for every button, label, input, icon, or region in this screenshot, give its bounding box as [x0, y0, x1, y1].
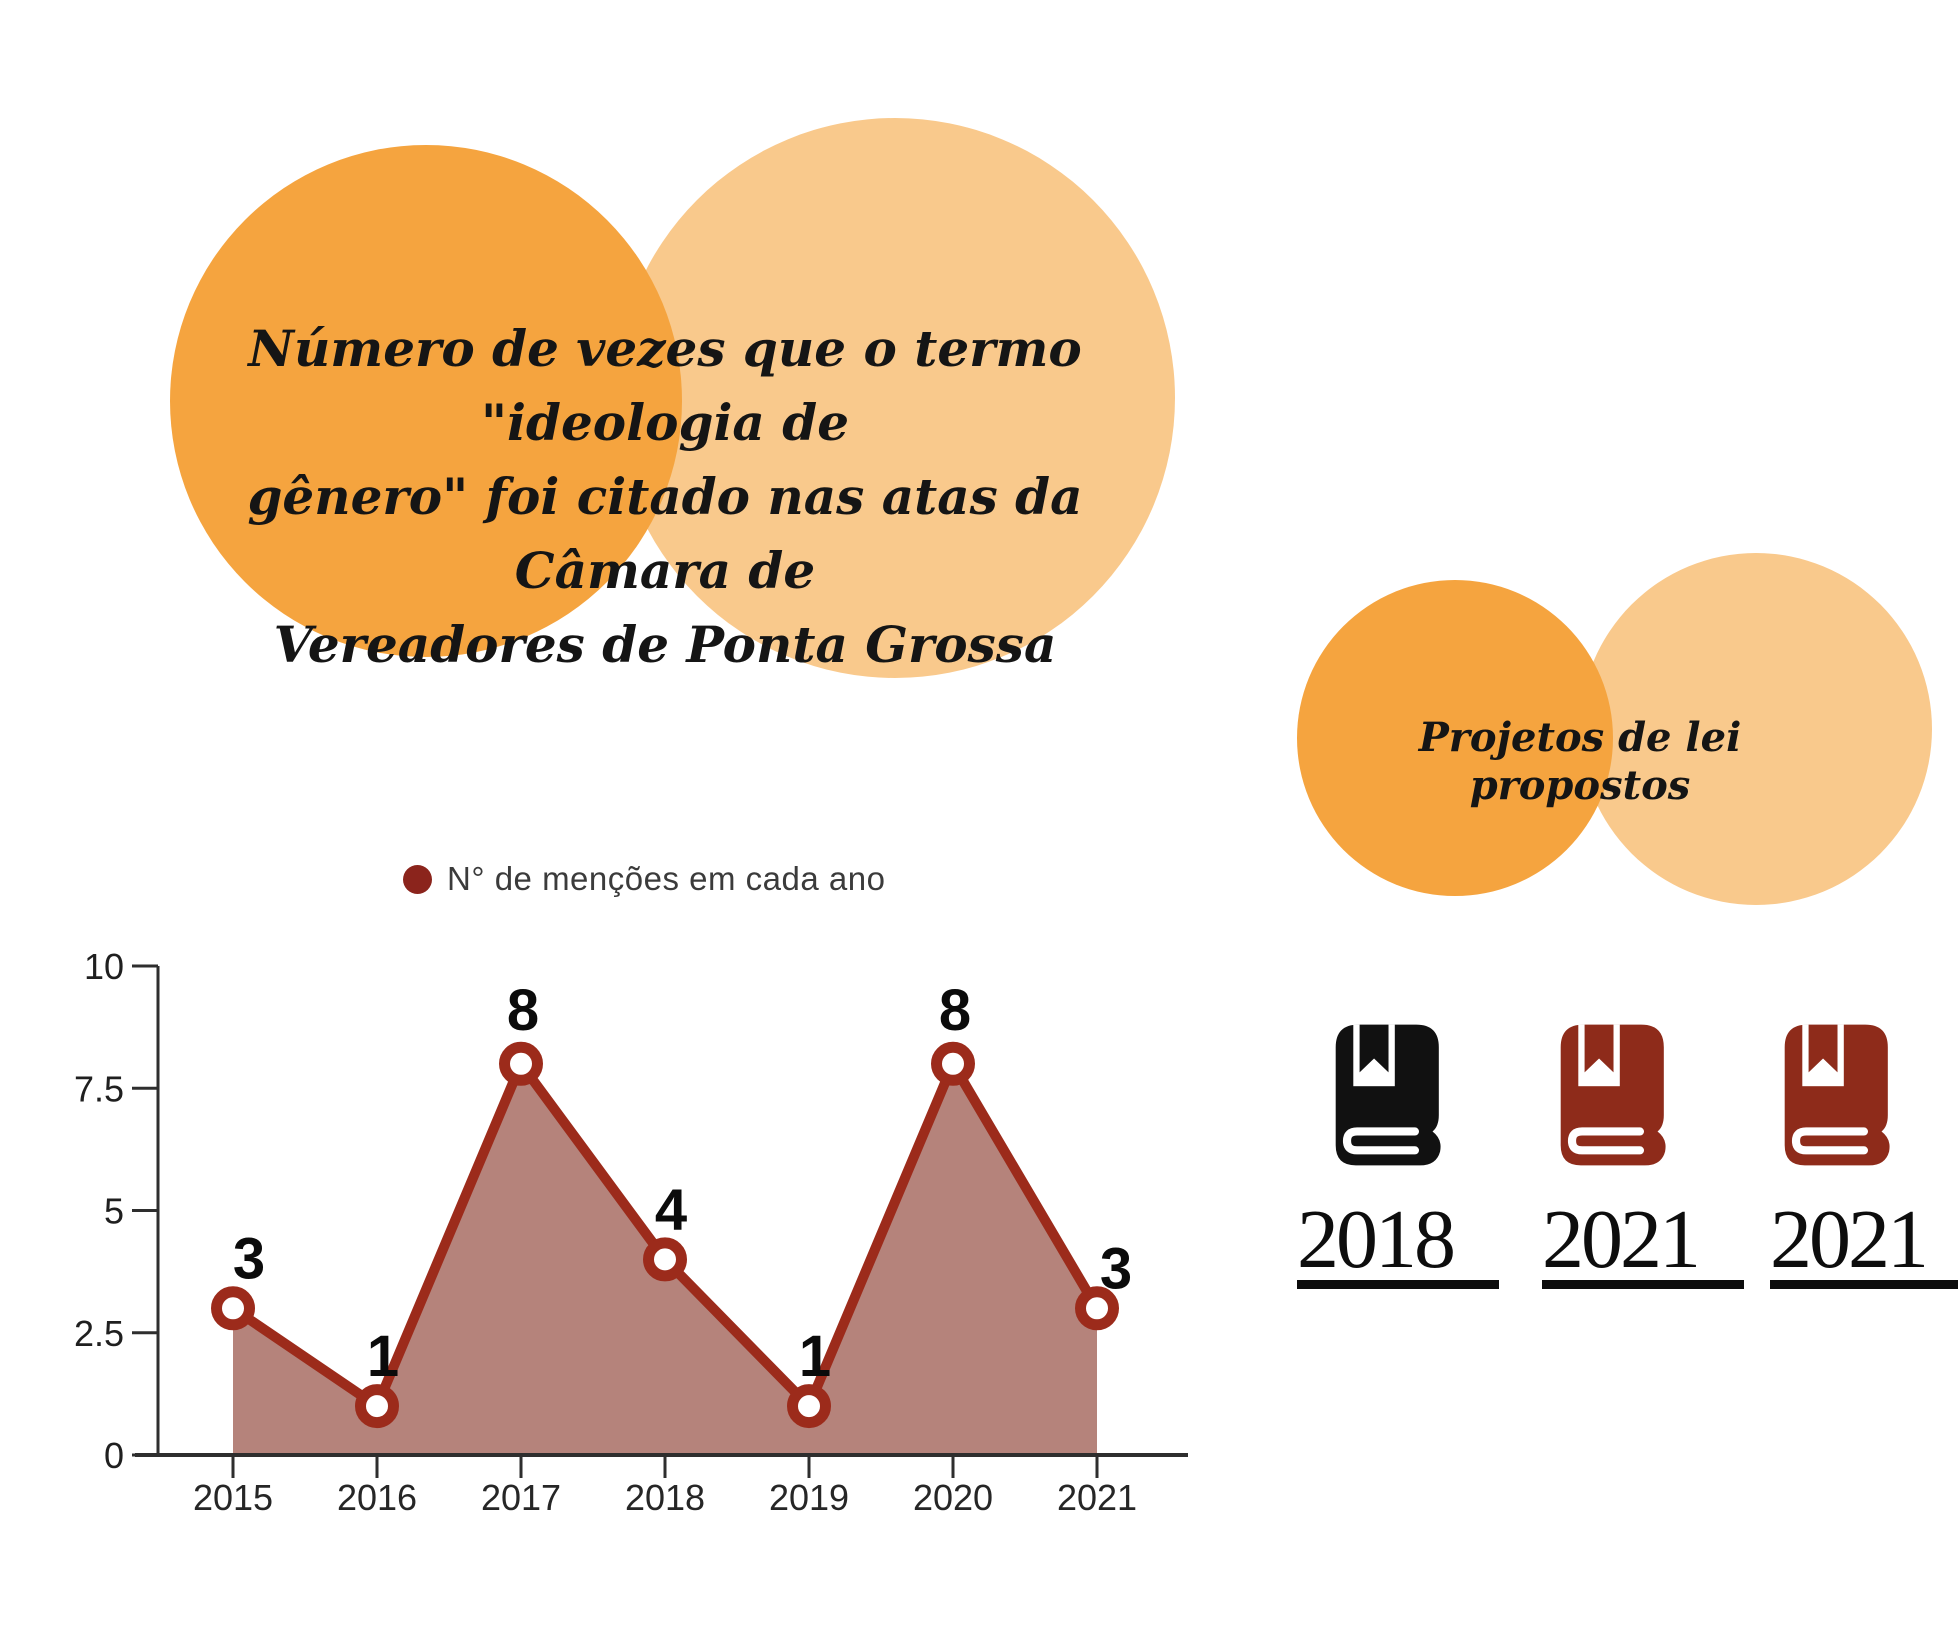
data-point [355, 1384, 399, 1429]
book-pages [1567, 1127, 1645, 1155]
data-point [931, 1041, 975, 1086]
title-circle-dark [170, 145, 682, 657]
year-underline [1542, 1280, 1744, 1289]
page-title-line-2: gênero" foi citado nas atas da Câmara de [247, 467, 1083, 600]
x-tick-label: 2018 [625, 1477, 705, 1518]
y-tick-label: 5 [104, 1191, 124, 1232]
book-pages [1342, 1127, 1420, 1155]
data-point-label: 8 [507, 978, 539, 1043]
chart-legend: N° de menções em cada ano [403, 860, 885, 898]
data-point-label: 4 [655, 1177, 687, 1242]
page-title: Número de vezes que o termo "ideologia d… [170, 312, 1160, 682]
projects-circle-light [1580, 553, 1932, 905]
book-pages [1791, 1127, 1869, 1155]
x-tick-label: 2019 [769, 1477, 849, 1518]
data-point [643, 1237, 687, 1282]
projects-title: Projetos de lei propostos [1418, 714, 1742, 809]
page-title-line-1: Número de vezes que o termo "ideologia d… [248, 319, 1082, 452]
year-underline [1297, 1280, 1499, 1289]
y-tick-label: 10 [84, 946, 124, 987]
law-project-year: 2021 [1770, 1193, 1929, 1286]
data-point [1075, 1286, 1119, 1331]
data-point [499, 1041, 543, 1086]
projects-circle-dark [1297, 580, 1613, 896]
law-project-year: 2018 [1297, 1193, 1456, 1286]
y-tick-label: 2.5 [74, 1313, 124, 1354]
data-point [787, 1384, 831, 1429]
book-icon [1560, 1024, 1666, 1166]
bookmark-ribbon [1584, 1024, 1614, 1073]
data-point [211, 1286, 255, 1331]
y-tick-label: 7.5 [74, 1068, 124, 1109]
book-icon [1784, 1024, 1890, 1166]
year-underline [1770, 1280, 1958, 1289]
bookmark-ribbon [1808, 1024, 1838, 1073]
data-point-label: 1 [799, 1324, 831, 1389]
data-point-label: 1 [367, 1324, 399, 1389]
x-tick-label: 2016 [337, 1477, 417, 1518]
book-icon [1335, 1024, 1441, 1166]
data-point-label: 8 [939, 978, 971, 1043]
data-point-label: 3 [233, 1226, 265, 1291]
y-tick-label: 0 [104, 1435, 124, 1476]
data-point-label: 3 [1100, 1236, 1132, 1301]
x-tick-label: 2017 [481, 1477, 561, 1518]
title-circle-light [615, 118, 1175, 678]
x-tick-label: 2015 [193, 1477, 273, 1518]
mentions-line-chart: 0 2.5 5 7.5 10 2015 2016 2017 2018 2019 2020 2021 3 1… [74, 946, 1188, 1518]
law-project-year: 2021 [1542, 1193, 1701, 1286]
page-title-line-3: Vereadores de Ponta Grossa [273, 615, 1057, 674]
x-tick-label: 2020 [913, 1477, 993, 1518]
bookmark-ribbon [1359, 1024, 1389, 1073]
x-tick-label: 2021 [1057, 1477, 1137, 1518]
legend-dot-icon [403, 864, 432, 894]
legend-label: N° de menções em cada ano [447, 860, 886, 897]
